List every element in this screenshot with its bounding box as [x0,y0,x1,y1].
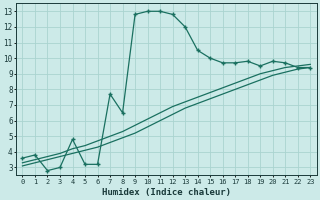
X-axis label: Humidex (Indice chaleur): Humidex (Indice chaleur) [102,188,231,197]
